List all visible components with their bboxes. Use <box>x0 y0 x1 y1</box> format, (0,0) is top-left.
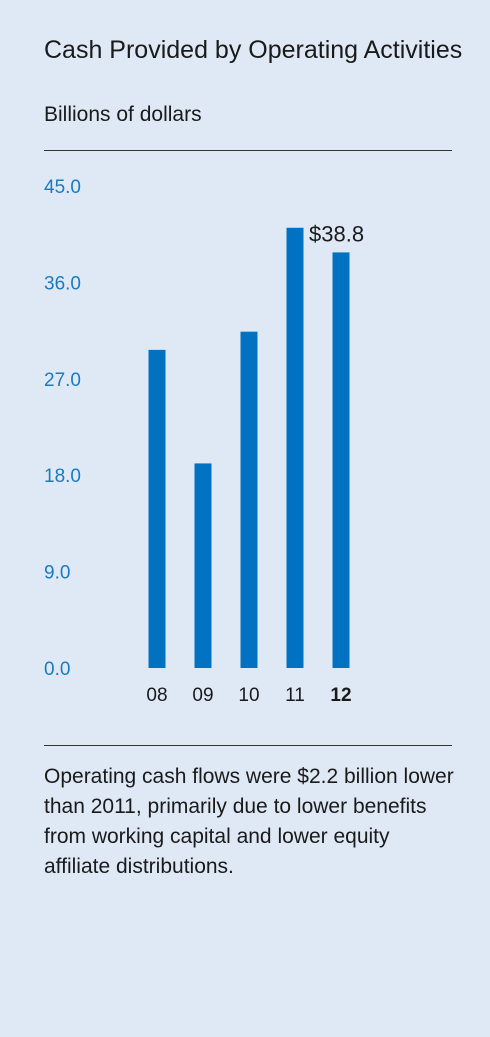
chart-caption: Operating cash flows were $2.2 billion l… <box>44 765 454 878</box>
x-tick-label: 11 <box>285 685 305 706</box>
x-tick-label: 10 <box>238 685 259 706</box>
x-tick-label: 09 <box>192 685 213 706</box>
bar-08 <box>148 349 166 668</box>
y-tick-label: 18.0 <box>44 466 81 487</box>
data-label: $38.8 <box>309 221 364 246</box>
top-divider <box>44 150 452 151</box>
bar-chart: 0.0 9.0 18.0 27.0 36.0 45.0 08 09 10 11 12 $38.8 <box>44 177 364 706</box>
y-tick-label: 45.0 <box>44 177 81 198</box>
y-tick-label: 36.0 <box>44 273 81 294</box>
bar-11 <box>286 227 304 669</box>
bar-12 <box>332 252 350 669</box>
x-tick-label: 12 <box>330 685 351 706</box>
bar-10 <box>240 331 258 668</box>
chart-title: Cash Provided by Operating Activities <box>44 36 463 64</box>
x-tick-label: 08 <box>146 685 167 706</box>
chart-subtitle: Billions of dollars <box>44 103 202 126</box>
bottom-divider <box>44 745 452 746</box>
y-tick-label: 0.0 <box>44 659 70 680</box>
y-tick-label: 9.0 <box>44 563 70 584</box>
y-tick-label: 27.0 <box>44 370 81 391</box>
bar-09 <box>194 463 212 668</box>
